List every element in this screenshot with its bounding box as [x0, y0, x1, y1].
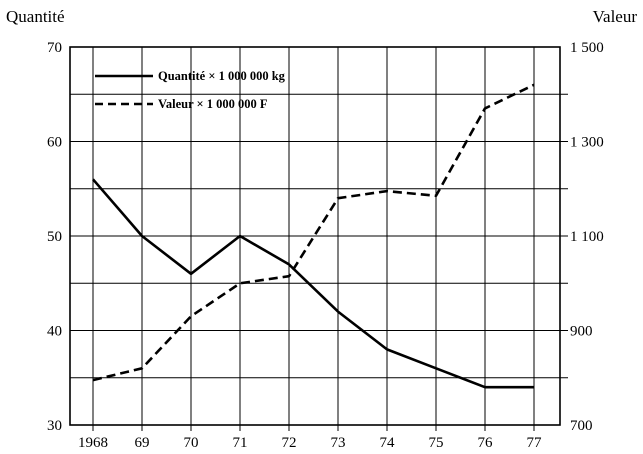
legend-label-quantite: Quantité × 1 000 000 kg [158, 69, 286, 83]
series-lines [92, 83, 535, 389]
right-tick-label: 1 300 [570, 135, 604, 151]
left-tick-label: 30 [47, 418, 62, 434]
x-tick-label: 70 [184, 435, 199, 449]
x-tick-label: 73 [331, 435, 346, 449]
x-tick-label: 75 [429, 435, 444, 449]
left-axis-title: Quantité [6, 7, 65, 26]
x-tick-label: 71 [233, 435, 248, 449]
x-tick-label: 77 [527, 435, 543, 449]
right-axis-title: Valeur [593, 7, 638, 26]
right-tick-label: 900 [570, 324, 593, 340]
plot-frame [69, 46, 561, 426]
legend: Quantité × 1 000 000 kg Valeur × 1 000 0… [95, 69, 286, 111]
left-tick-label: 50 [47, 229, 62, 245]
x-tick-label: 76 [478, 435, 494, 449]
x-tick-label: 72 [282, 435, 297, 449]
series-line-quantite [92, 178, 534, 389]
left-tick-label: 40 [47, 324, 62, 340]
left-tick-label: 60 [47, 135, 62, 151]
right-tick-label: 1 100 [570, 229, 604, 245]
series-line-valeur [92, 83, 535, 382]
right-tick-label: 700 [570, 418, 593, 434]
right-tick-label: 1 500 [570, 40, 604, 56]
x-tick-label: 69 [135, 435, 150, 449]
tick-labels: 1968 69 70 71 72 73 74 75 76 77 30 40 50 60 70 700 900 1 … [47, 40, 604, 451]
left-tick-label: 70 [47, 40, 62, 56]
x-tick-label: 74 [380, 435, 396, 449]
x-tick-label: 1968 [78, 435, 108, 449]
legend-label-valeur: Valeur × 1 000 000 F [158, 97, 268, 111]
